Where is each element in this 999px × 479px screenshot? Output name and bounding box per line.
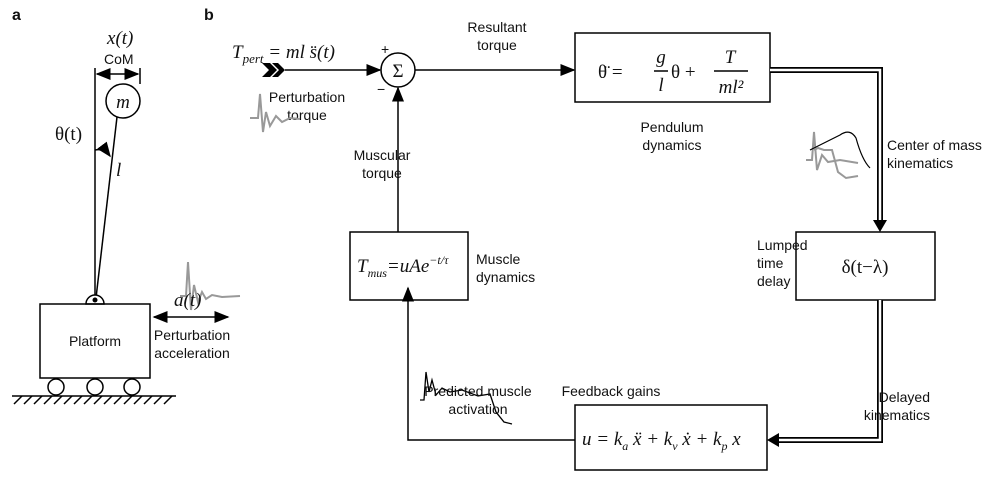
arrowhead xyxy=(873,220,887,232)
exp: −t/τ xyxy=(429,253,449,267)
caption: Resultant xyxy=(467,19,526,35)
perturbation-eq: Tpert = ml s̈(t) xyxy=(232,42,335,66)
part: u = k xyxy=(582,429,623,450)
sub: mus xyxy=(368,266,388,280)
part: ẋ + k xyxy=(678,429,723,450)
caption: dynamics xyxy=(642,137,701,153)
wheel xyxy=(87,379,103,395)
caption: Perturbation xyxy=(154,327,230,343)
arg: (t) xyxy=(115,28,133,49)
caption: torque xyxy=(362,165,402,181)
angle: θ(t) xyxy=(55,124,82,145)
angle-arc xyxy=(95,150,110,156)
arg: (t) xyxy=(64,124,82,145)
double-arrow xyxy=(770,70,880,222)
sub: pert xyxy=(242,51,264,66)
caption: Perturbation xyxy=(269,89,345,105)
platform-label: Platform xyxy=(69,333,121,349)
panel-label: a xyxy=(12,7,21,24)
caption: kinematics xyxy=(887,155,953,171)
caption: Lumped xyxy=(757,237,808,253)
caption: Muscular xyxy=(354,147,411,163)
length: l xyxy=(116,160,121,181)
caption: acceleration xyxy=(154,345,230,361)
sym: θ xyxy=(55,124,64,145)
frac-den: ml² xyxy=(719,77,744,98)
mass-label: m xyxy=(116,92,130,113)
frac-num: g xyxy=(656,47,666,68)
caption: kinematics xyxy=(864,407,930,423)
double-arrow-inner xyxy=(770,70,880,224)
caption: Delayed xyxy=(879,389,930,405)
sum-symbol: Σ xyxy=(392,61,403,82)
com-label: CoM xyxy=(104,51,134,67)
sym: a xyxy=(174,290,184,311)
pivot-pin xyxy=(93,298,98,303)
pendulum-mid: θ + xyxy=(671,62,696,83)
caption: torque xyxy=(287,107,327,123)
rod xyxy=(96,117,117,298)
frac-den: l xyxy=(658,75,663,96)
part: x xyxy=(727,429,741,450)
arrow xyxy=(408,288,575,440)
minus: − xyxy=(377,81,385,97)
caption: Muscle xyxy=(476,251,521,267)
pendulum-lhs: θ̈ = xyxy=(598,62,623,83)
caption: Center of mass xyxy=(887,137,982,153)
plus: + xyxy=(381,41,389,57)
muscle-eq: Tmus=uAe−t/τ xyxy=(357,253,449,280)
wheel xyxy=(48,379,64,395)
kin-signal xyxy=(814,148,858,178)
arrowhead xyxy=(767,433,779,447)
rhs: = ml s̈(t) xyxy=(264,42,335,63)
caption: torque xyxy=(477,37,517,53)
delay-expr: δ(t−λ) xyxy=(842,257,889,278)
caption: Predicted muscle xyxy=(424,383,532,399)
ground-hatch xyxy=(14,396,172,404)
caption: Pendulum xyxy=(640,119,703,135)
part: ẍ + k xyxy=(628,429,673,450)
feedback-title: Feedback gains xyxy=(562,383,661,399)
rhs: =uAe xyxy=(387,256,429,277)
accel: a(t) xyxy=(174,290,201,311)
caption: delay xyxy=(757,273,790,289)
caption: dynamics xyxy=(476,269,535,285)
input-icon xyxy=(262,63,285,77)
caption: activation xyxy=(448,401,507,417)
feedback-eq: u = ka ẍ + kv ẋ + kp x xyxy=(582,429,741,453)
arg: (t) xyxy=(184,290,202,311)
frac-num: T xyxy=(725,47,737,68)
wheel xyxy=(124,379,140,395)
com-x: x(t) xyxy=(106,28,133,49)
figure: a x(t) CoM m θ(t) l Platform a(t) Pertur… xyxy=(0,0,999,479)
panel-label: b xyxy=(204,7,214,24)
sub: p xyxy=(720,439,727,453)
caption: time xyxy=(757,255,784,271)
